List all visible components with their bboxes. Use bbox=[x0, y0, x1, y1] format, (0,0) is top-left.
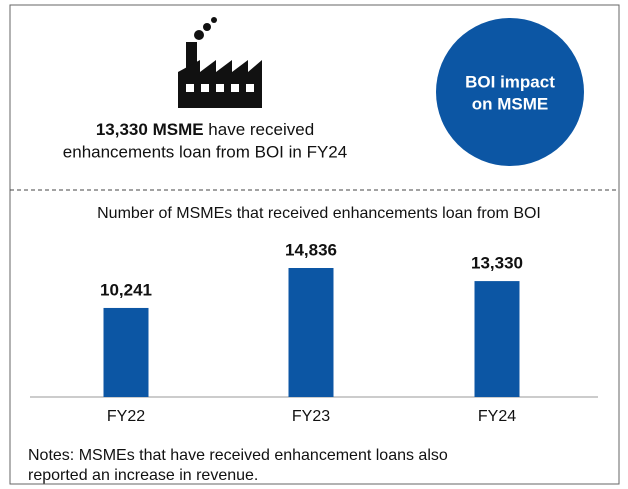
badge-text: on MSME bbox=[472, 94, 549, 113]
badge-circle bbox=[436, 18, 584, 166]
badge-text: BOI impact bbox=[465, 72, 555, 91]
note: reported an increase in revenue. bbox=[28, 467, 258, 484]
x-tick-label: FY23 bbox=[292, 408, 330, 425]
x-tick-label: FY24 bbox=[478, 408, 516, 425]
x-tick-label: FY22 bbox=[107, 408, 145, 425]
frame bbox=[9, 4, 620, 485]
value-label: 14,836 bbox=[285, 240, 337, 259]
bar bbox=[103, 307, 149, 397]
headline-rest: have received bbox=[204, 120, 315, 139]
bar bbox=[288, 268, 334, 397]
value-label: 10,241 bbox=[100, 280, 152, 299]
factory-icon bbox=[178, 17, 262, 108]
headline-bold: 13,330 MSME bbox=[96, 120, 204, 139]
chart-title: Number of MSMEs that received enhancemen… bbox=[97, 205, 541, 222]
note: Notes: MSMEs that have received enhancem… bbox=[28, 447, 448, 464]
value-label: 13,330 bbox=[471, 254, 523, 273]
headline: 13,330 MSME have received bbox=[96, 120, 314, 139]
bar bbox=[474, 281, 520, 397]
headline-line: enhancements loan from BOI in FY24 bbox=[63, 142, 347, 161]
